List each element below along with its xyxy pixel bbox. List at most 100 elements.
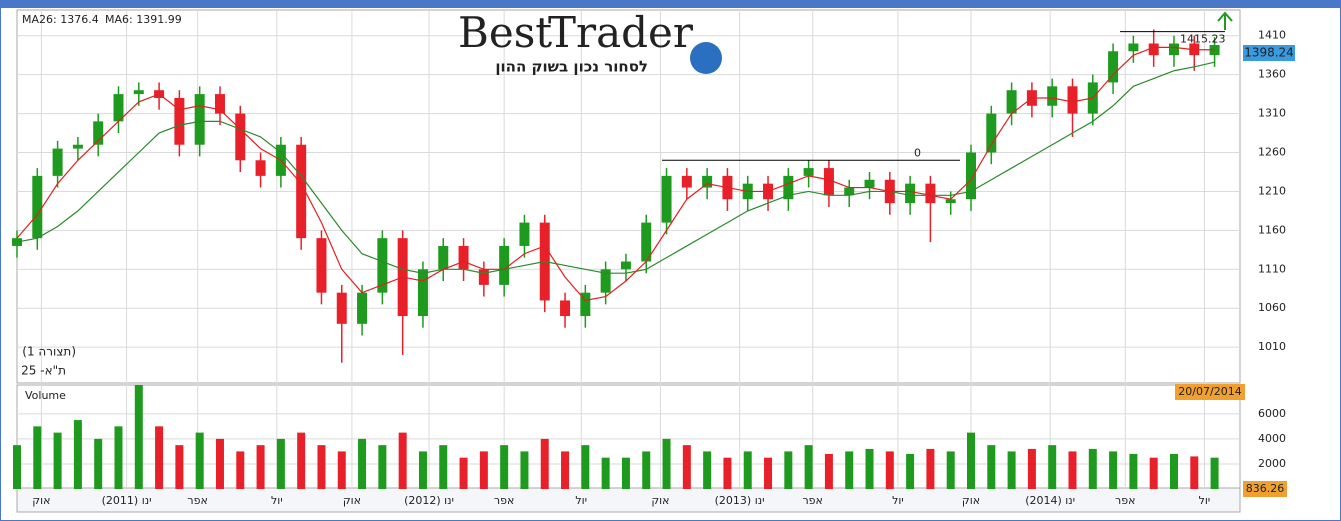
volume-bar: [317, 445, 326, 489]
volume-bar: [398, 432, 407, 489]
volume-bar: [561, 451, 570, 489]
volume-tick-label: 4000: [1258, 432, 1286, 445]
volume-tick-label: 6000: [1258, 407, 1286, 420]
candle-body: [1067, 86, 1078, 114]
volume-bar: [439, 445, 448, 489]
y-tick-label: 1360: [1258, 68, 1286, 81]
volume-bar: [1190, 456, 1199, 489]
candle-body: [1006, 90, 1017, 114]
candle-body: [1168, 43, 1179, 56]
candle-body: [1128, 43, 1139, 52]
candle-body: [580, 292, 591, 317]
x-tick-label: יול: [575, 494, 587, 507]
volume-bar: [1027, 448, 1036, 489]
brand-trader: Trader: [548, 8, 694, 57]
x-tick-label: אפר: [1115, 494, 1135, 507]
volume-bar: [1088, 448, 1097, 489]
candle-body: [438, 245, 449, 270]
volume-bar: [682, 445, 691, 489]
x-tick-label: אוק: [962, 494, 980, 507]
x-tick-label: אפר: [187, 494, 207, 507]
candle-body: [316, 238, 327, 293]
y-tick-label: 1060: [1258, 301, 1286, 314]
volume-bar: [845, 451, 854, 489]
volume-bar: [784, 451, 793, 489]
candle-body: [560, 300, 571, 317]
volume-bar: [946, 451, 955, 489]
x-tick-label: ינו (2014): [1025, 494, 1075, 507]
last-price-label: 1398.24: [1244, 46, 1294, 60]
volume-bar: [358, 438, 367, 489]
candle-body: [499, 245, 510, 285]
candle-body: [986, 113, 997, 153]
volume-bar: [53, 432, 62, 489]
candle-body: [844, 187, 855, 196]
volume-bar: [662, 438, 671, 489]
volume-bar: [1169, 453, 1178, 489]
candle-body: [641, 222, 652, 262]
candle-body: [620, 261, 631, 270]
candle-body: [905, 183, 916, 204]
y-tick-label: 1210: [1258, 184, 1286, 197]
chart-setting: (תצורה 1): [22, 345, 76, 359]
candle-body: [357, 292, 368, 324]
candle-body: [925, 183, 936, 204]
x-tick-label: אוק: [32, 494, 50, 507]
candle-body: [823, 168, 834, 196]
volume-bar: [865, 448, 874, 489]
x-tick-label: אפר: [494, 494, 514, 507]
candle-body: [1148, 43, 1159, 56]
volume-bar: [885, 451, 894, 489]
volume-bar: [1068, 451, 1077, 489]
volume-bar: [155, 426, 164, 489]
volume-bar: [73, 420, 82, 489]
candle-body: [864, 179, 875, 188]
volume-bar: [540, 438, 549, 489]
x-tick-label: אפר: [802, 494, 822, 507]
candle-body: [235, 113, 246, 161]
candle-body: [12, 238, 22, 246]
top-strip: [0, 0, 1341, 8]
candle-body: [966, 152, 977, 200]
x-tick-label: ינו (2012): [404, 494, 454, 507]
candle-body: [681, 175, 692, 188]
candle-body: [458, 245, 469, 270]
last-volume-label: 836.26: [1246, 482, 1285, 495]
volume-bar: [987, 445, 996, 489]
annotation: 0: [914, 146, 921, 159]
x-tick-label: יול: [271, 494, 283, 507]
volume-bar: [479, 451, 488, 489]
volume-bar: [134, 385, 143, 489]
candle-body: [783, 175, 794, 200]
volume-bar: [621, 457, 630, 489]
volume-bar: [276, 438, 285, 489]
candle-body: [93, 121, 104, 145]
volume-bar: [1048, 445, 1057, 489]
x-tick-label: אוק: [343, 494, 361, 507]
volume-bar: [1129, 453, 1138, 489]
candle-body: [377, 238, 388, 293]
legend-ma6: MA6: 1391.99: [105, 13, 182, 26]
volume-bar: [1149, 457, 1158, 489]
volume-bar: [926, 448, 935, 489]
volume-bar: [824, 453, 833, 489]
volume-bar: [1109, 451, 1118, 489]
candle-body: [52, 148, 63, 176]
candle-body: [600, 269, 611, 293]
volume-bar: [418, 451, 427, 489]
logo-globe: [690, 42, 722, 74]
x-tick-label: אוק: [651, 494, 669, 507]
brand-best: Best: [458, 8, 552, 57]
volume-bar: [703, 451, 712, 489]
y-tick-label: 1160: [1258, 223, 1286, 236]
volume-bar: [33, 426, 42, 489]
marks: [12, 29, 1225, 489]
volume-tick-label: 2000: [1258, 457, 1286, 470]
last-price-box: [1243, 45, 1295, 61]
candle-body: [478, 269, 489, 285]
volume-bar: [764, 457, 773, 489]
volume-bar: [215, 438, 224, 489]
volume-bar: [195, 432, 204, 489]
volume-bar: [94, 438, 103, 489]
